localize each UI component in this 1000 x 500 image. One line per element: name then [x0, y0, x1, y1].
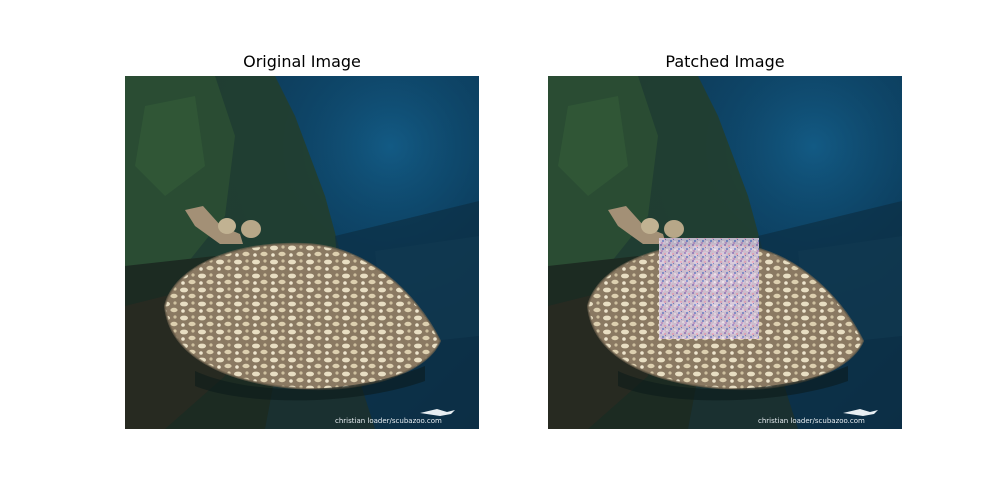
adversarial-patch: [659, 238, 759, 339]
original-image-title: Original Image: [243, 52, 361, 71]
patched-image-title: Patched Image: [665, 52, 785, 71]
watermark-text: christian loader/scubazoo.com: [335, 417, 442, 425]
watermark-text: christian loader/scubazoo.com: [758, 417, 865, 425]
shark-logo-icon: [843, 409, 878, 416]
original-image: christian loader/scubazoo.com: [125, 76, 479, 429]
shark-logo-icon: [420, 409, 455, 416]
patched-image: christian loader/scubazoo.com: [548, 76, 902, 429]
